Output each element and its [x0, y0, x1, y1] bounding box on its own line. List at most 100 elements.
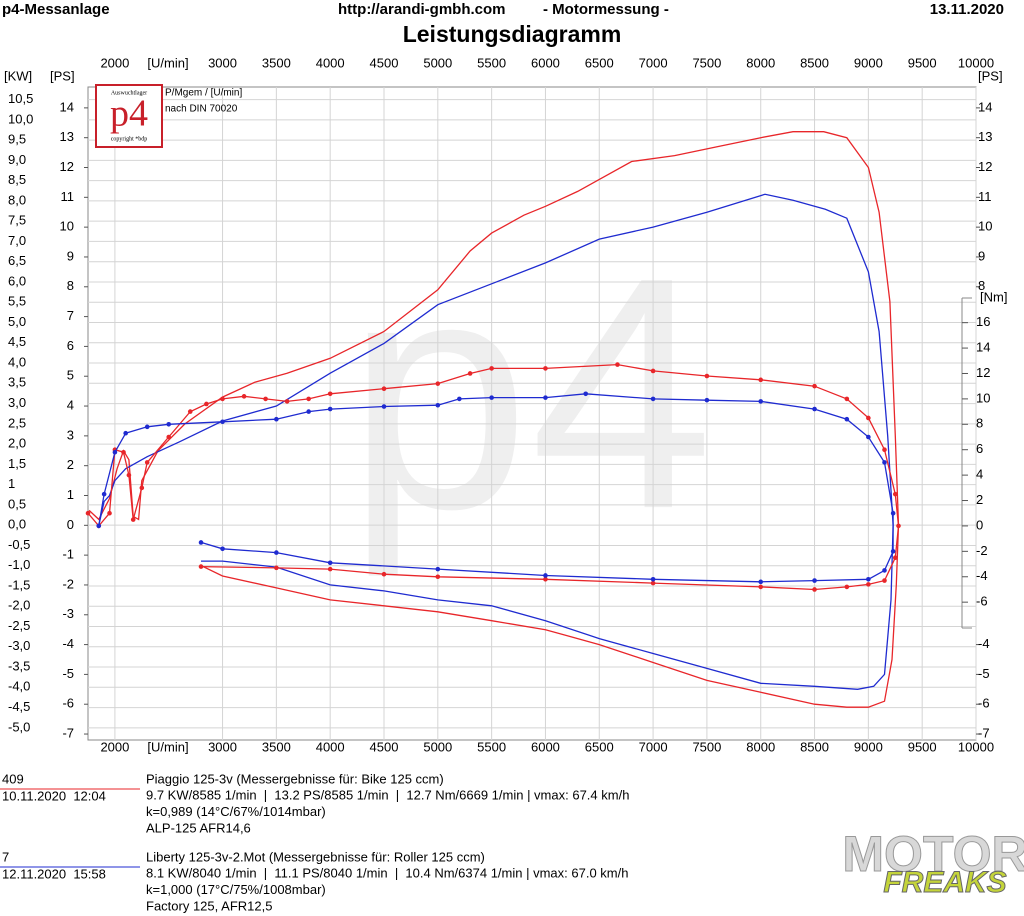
- curve-point: [650, 576, 656, 582]
- nm-tick-label: 4: [976, 467, 983, 482]
- curve-point: [220, 546, 225, 552]
- curve-point: [220, 419, 225, 425]
- header-url: http://arandi-gmbh.com: [338, 1, 506, 18]
- x-tick-label: 5500: [477, 739, 506, 754]
- curve-point: [327, 406, 333, 412]
- curve-point: [758, 377, 764, 383]
- x-axis-label-bottom: [U/min]: [147, 739, 188, 754]
- x-tick-label: 7500: [692, 739, 721, 754]
- kw-tick-label: -3,0: [8, 638, 30, 653]
- run-info: 9.7 KW/8585 1/min | 13.2 PS/8585 1/min |…: [146, 788, 629, 803]
- ps-tick-label-right: 14: [978, 99, 992, 114]
- nm-axis-label: [Nm]: [980, 289, 1007, 304]
- curve-point: [758, 579, 764, 585]
- curve-point: [144, 460, 150, 465]
- nm-tick-label: -4: [976, 568, 988, 583]
- kw-tick-label: 10,5: [8, 91, 33, 106]
- run-info: Piaggio 125-3v (Messergebnisse für: Bike…: [146, 771, 444, 786]
- curve: [88, 131, 900, 708]
- ps-tick-label: 1: [67, 487, 74, 502]
- kw-tick-label: 0,0: [8, 517, 26, 532]
- ps-tick-label: 0: [67, 517, 74, 532]
- curve-point: [866, 576, 871, 582]
- ps-tick-label: -1: [62, 547, 74, 562]
- curve-point: [650, 368, 656, 374]
- curve-point: [121, 449, 126, 455]
- header-left: p4-Messanlage: [2, 1, 110, 18]
- x-tick-label: 5500: [477, 55, 506, 70]
- nm-tick-label: -6: [976, 594, 988, 609]
- run-info: Liberty 125-3v-2.Mot (Messergebnisse für…: [146, 849, 485, 864]
- curve-point: [812, 578, 817, 583]
- curve-point: [381, 386, 387, 392]
- curve-point: [543, 576, 548, 582]
- ps-tick-label: 9: [67, 248, 74, 263]
- nm-tick-label: 14: [976, 340, 990, 355]
- ps-tick-label-right: 13: [978, 129, 992, 144]
- curve-point: [704, 373, 710, 379]
- kw-tick-label: 3,0: [8, 395, 26, 410]
- ps-tick-label: 10: [60, 219, 74, 234]
- curve-point: [204, 401, 209, 407]
- logo-bottom: copyright *bdp: [111, 136, 148, 142]
- x-tick-label: 8000: [746, 739, 775, 754]
- ps-tick-label: -2: [62, 576, 74, 591]
- curve-point: [381, 404, 387, 409]
- curve-point: [844, 396, 850, 402]
- curve-point: [166, 421, 172, 427]
- x-tick-label: 8000: [746, 55, 775, 70]
- curve-point: [866, 415, 871, 421]
- kw-tick-label: 9,0: [8, 152, 26, 167]
- x-tick-label: 2000: [100, 739, 129, 754]
- ps-axis-label-right: [PS]: [978, 68, 1003, 83]
- curve-point: [489, 366, 494, 371]
- curve-point: [866, 582, 871, 587]
- ps-tick-label: 2: [67, 457, 74, 472]
- x-tick-label: 3000: [208, 739, 237, 754]
- curve-point: [274, 565, 279, 571]
- logo-mark: p4: [110, 93, 148, 135]
- curve: [98, 393, 894, 583]
- curve-point: [274, 416, 279, 422]
- ps-tick-label-right: -4: [978, 636, 990, 651]
- curve-point: [758, 584, 764, 590]
- curve-point: [327, 566, 333, 572]
- kw-tick-label: 6,5: [8, 253, 26, 268]
- ps-tick-label: -5: [62, 666, 74, 681]
- curve-point: [882, 568, 887, 573]
- kw-tick-label: 8,5: [8, 172, 26, 187]
- curve-point: [139, 485, 145, 491]
- run-date: 10.11.2020 12:04: [2, 788, 106, 803]
- run-info: k=1,000 (17°C/75%/1008mbar): [146, 882, 326, 897]
- kw-tick-label: -1,5: [8, 577, 30, 592]
- x-tick-label: 9000: [854, 55, 883, 70]
- kw-tick-label: -4,0: [8, 679, 30, 694]
- x-tick-label: 10000: [958, 55, 994, 70]
- ps-tick-label-right: 10: [978, 219, 992, 234]
- ps-tick-label-right: 12: [978, 159, 992, 174]
- curve-point: [583, 391, 589, 397]
- kw-tick-label: 1: [8, 476, 15, 491]
- watermark: p4: [346, 208, 713, 579]
- curve: [87, 363, 900, 591]
- curve-point: [844, 584, 850, 590]
- curve-point: [107, 510, 112, 516]
- curve-point: [166, 434, 172, 440]
- nm-tick-label: 10: [976, 390, 990, 405]
- curve-point: [435, 381, 441, 386]
- ps-tick-label: 14: [60, 99, 74, 114]
- curve-point: [882, 447, 887, 453]
- kw-tick-label: 9,5: [8, 132, 26, 147]
- curve-point: [615, 362, 620, 367]
- ps-tick-label-right: 8: [978, 278, 985, 293]
- curve-point: [866, 434, 871, 440]
- ps-tick-label: 3: [67, 427, 74, 442]
- run-info: k=0,989 (14°C/67%/1014mbar): [146, 804, 326, 819]
- x-tick-label: 4500: [370, 739, 399, 754]
- ps-tick-label: -6: [62, 696, 74, 711]
- logo-box: [95, 84, 163, 148]
- curve-point: [327, 391, 333, 397]
- header-subject: - Motormessung -: [543, 1, 669, 18]
- note: P/Mgem / [U/min]: [165, 88, 242, 99]
- x-tick-label: 7500: [692, 55, 721, 70]
